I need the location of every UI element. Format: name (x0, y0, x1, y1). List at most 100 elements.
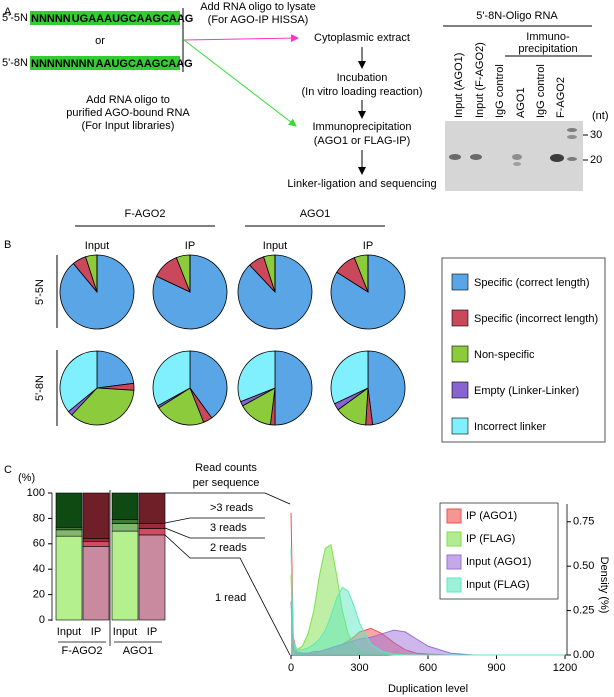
bar-segment (82, 492, 110, 540)
annotation-title: per sequence (193, 477, 260, 489)
step: (In vitro loading reaction) (301, 86, 422, 98)
lane-label: IgG control (494, 64, 506, 118)
lane-label: Input (AGO1) (453, 53, 465, 118)
input-note: (For Input libraries) (82, 120, 175, 132)
legend-label: Empty (Linker-Linker) (474, 384, 580, 397)
legend-label: Input (AGO1) (466, 556, 531, 568)
probe-random: NNNNN (31, 13, 71, 25)
legend-swatch (446, 531, 462, 547)
y-tick-label: 0.75 (573, 516, 594, 528)
y-tick-label: 20 (33, 589, 45, 601)
density-line (290, 548, 565, 656)
bar-segment (82, 546, 110, 621)
band (550, 154, 564, 162)
legend-swatch (451, 309, 469, 327)
pie-slice (330, 350, 369, 405)
pie-slice (237, 350, 276, 403)
bar-segment (138, 534, 166, 621)
area-fill (291, 548, 565, 655)
series-label: >3 reads (210, 502, 254, 514)
input-note: purified AGO-bound RNA (66, 107, 190, 119)
group-label: F-AGO2 (125, 208, 166, 220)
x-tick-label: 300 (350, 662, 368, 674)
x-tick-label: 0 (288, 662, 294, 674)
probe-label: 5'-8N (2, 57, 28, 69)
lane-label: Input (F-AGO2) (474, 42, 486, 118)
bar-segment (111, 519, 139, 524)
x-tick-label: 900 (487, 662, 505, 674)
legend-label: Incorrect linker (474, 420, 547, 433)
column-label: IP (185, 240, 195, 252)
x-tick-label: IP (91, 626, 101, 638)
bar-segment (55, 526, 83, 531)
probe-random: NNNNNNNN (31, 58, 95, 70)
pie-slice (96, 350, 135, 389)
band (449, 154, 461, 160)
legend-label: IP (AGO1) (466, 510, 517, 522)
pie-slice (158, 387, 205, 426)
legend-label-box: Empty (Linker-Linker) (474, 384, 580, 397)
or-text: or (95, 35, 105, 47)
legend-label: Specific (correct length) (474, 276, 590, 289)
legend-swatch (451, 273, 469, 291)
legend-swatch (451, 345, 469, 363)
panel-b-layout (56, 225, 606, 443)
probe-fixed: AAUGCAAGCAAG (96, 58, 193, 70)
legend-swatch (446, 577, 462, 593)
y-tick-label: 0.25 (573, 604, 594, 616)
group-label: F-AGO2 (62, 645, 103, 657)
y-tick-label: 0.50 (573, 560, 594, 572)
connector (164, 527, 265, 539)
step: Linker-ligation and sequencing (287, 178, 436, 190)
legend-label-box: Specific (incorrect length) (474, 312, 599, 325)
legend-label: Specific (incorrect length) (474, 312, 599, 325)
input-note: Add RNA oligo to (86, 94, 170, 106)
panel-label: B (4, 239, 11, 251)
series-label: 2 reads (210, 542, 247, 554)
pie-slice (274, 350, 313, 426)
legend-swatch (446, 554, 462, 570)
y-tick-label: 40 (33, 563, 45, 575)
y-tick-label: 60 (33, 538, 45, 550)
series-label: 3 reads (210, 522, 247, 534)
marker-label: 30 (590, 129, 602, 141)
x-tick-label: 1200 (553, 662, 577, 674)
group-label: AGO1 (300, 208, 331, 220)
probe-label: 5'-5N (2, 12, 28, 24)
legend-label: Non-specific (474, 348, 535, 361)
x-axis-label: Duplication level (388, 683, 468, 695)
bar-segment (82, 540, 110, 547)
bar-segment (82, 538, 110, 542)
y-tick-label: 80 (33, 512, 45, 524)
legend-label-box: Non-specific (474, 348, 535, 361)
column-label: IP (363, 240, 373, 252)
legend-swatch (446, 508, 462, 524)
band (567, 157, 577, 161)
lysate-note: (For AGO-IP HISSA) (208, 14, 309, 26)
x-tick-label: 600 (419, 662, 437, 674)
step: Cytoplasmic extract (314, 32, 410, 44)
panel-label: C (4, 464, 12, 476)
band (470, 154, 482, 160)
band (567, 135, 577, 139)
step: Immunoprecipitation (312, 121, 411, 133)
gel-unit: (nt) (592, 110, 609, 122)
y-axis-label: Density (%) (598, 557, 610, 614)
y-tick-label: 0 (39, 614, 45, 626)
column-label: Input (85, 240, 109, 252)
legend-label: Input (FLAG) (466, 579, 530, 591)
lysate-note: Add RNA oligo to lysate (200, 1, 316, 13)
panel-label: A (4, 6, 12, 18)
legend-swatch (451, 417, 469, 435)
bar-segment (55, 535, 83, 621)
y-axis-label: (%) (18, 472, 35, 484)
probe-fixed: UGAAAUGCAAGCAAG (72, 13, 194, 25)
probe-bar (30, 11, 180, 25)
connector (164, 534, 291, 656)
bar-segment (111, 492, 139, 520)
marker-label: 20 (590, 154, 602, 166)
bar-segment (111, 530, 139, 621)
ip-header: precipitation (518, 43, 577, 55)
row-label: 5'-8N (34, 375, 46, 401)
bar-segment (138, 528, 166, 536)
